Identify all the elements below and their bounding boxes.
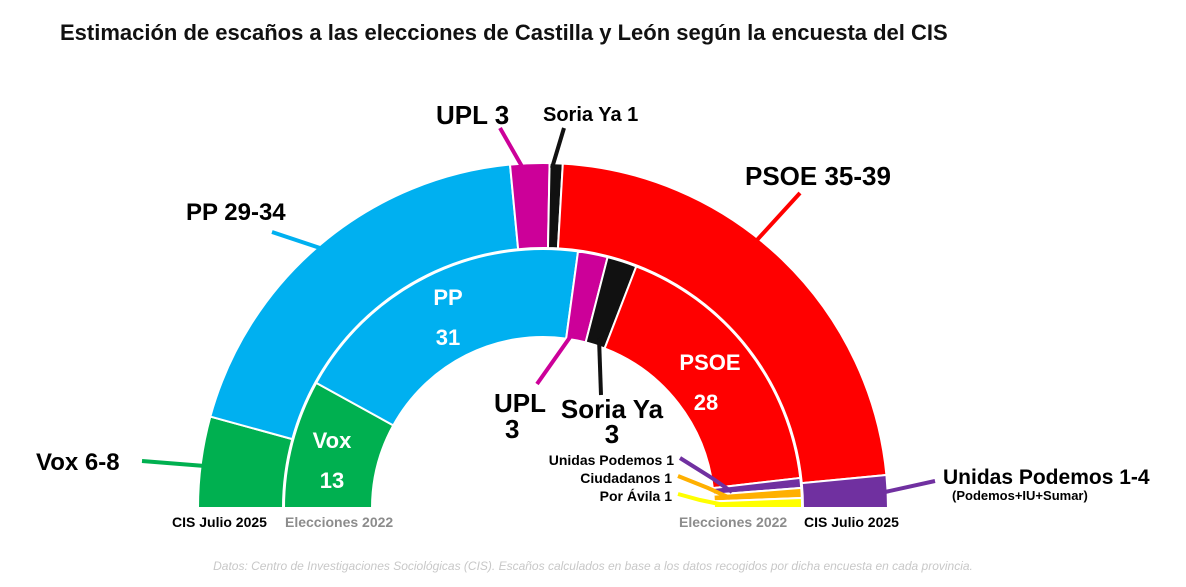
leader-pp-2025 (271, 230, 321, 250)
ring-label-right-inner: Elecciones 2022 (679, 514, 787, 530)
leader-psoe-2025 (755, 191, 802, 242)
seat-arc-2025-upl (508, 162, 551, 251)
leader-up-2022 (678, 456, 734, 494)
label-upl-2025: UPL 3 (436, 100, 509, 130)
leader-up-2025 (884, 479, 936, 494)
label-soria-2025: Soria Ya 1 (543, 104, 638, 126)
label-vox-2022-value: 13 (320, 468, 344, 493)
leader-soria-2022 (597, 337, 603, 396)
label-psoe-2022-name: PSOE (679, 350, 740, 375)
ring-label-left-outer: CIS Julio 2025 (172, 514, 267, 530)
label-pp-2022-name: PP (433, 285, 462, 310)
leader-soria-2025 (550, 127, 566, 169)
label-vox-2025: Vox 6-8 (36, 449, 120, 476)
label-upl-2022-name: UPL (494, 388, 546, 418)
ring-label-left-inner: Elecciones 2022 (285, 514, 393, 530)
inner-ring (282, 248, 804, 509)
chart-title: Estimación de escaños a las elecciones d… (60, 20, 948, 45)
label-vox-2022-name: Vox (313, 428, 352, 453)
label-cs-2022: Ciudadanos 1 (580, 470, 672, 486)
source-note: Datos: Centro de Investigaciones Socioló… (213, 559, 973, 573)
label-up-2025: Unidas Podemos 1-4 (943, 466, 1150, 489)
seat-arc-2022-pp (314, 248, 580, 427)
leader-avila-2022 (677, 492, 725, 507)
label-up-2025-sub: (Podemos+IU+Sumar) (952, 488, 1088, 503)
leader-upl-2022 (535, 331, 575, 386)
leader-cs-2022 (677, 474, 731, 500)
label-soria-2022-name: Soria Ya (561, 394, 664, 424)
leader-upl-2025 (498, 127, 526, 171)
ring-label-right-outer: CIS Julio 2025 (804, 514, 899, 530)
leader-vox-2025 (141, 459, 206, 468)
label-avila-2022: Por Ávila 1 (600, 488, 673, 504)
label-upl-2022-value: 3 (505, 414, 519, 444)
label-pp-2025: PP 29-34 (186, 199, 286, 226)
label-psoe-2022-value: 28 (694, 390, 718, 415)
label-psoe-2025: PSOE 35-39 (745, 161, 891, 191)
label-soria-2022-value: 3 (605, 419, 619, 449)
outer-ring (196, 162, 890, 509)
label-up-2022: Unidas Podemos 1 (549, 452, 674, 468)
label-pp-2022-value: 31 (436, 325, 460, 350)
